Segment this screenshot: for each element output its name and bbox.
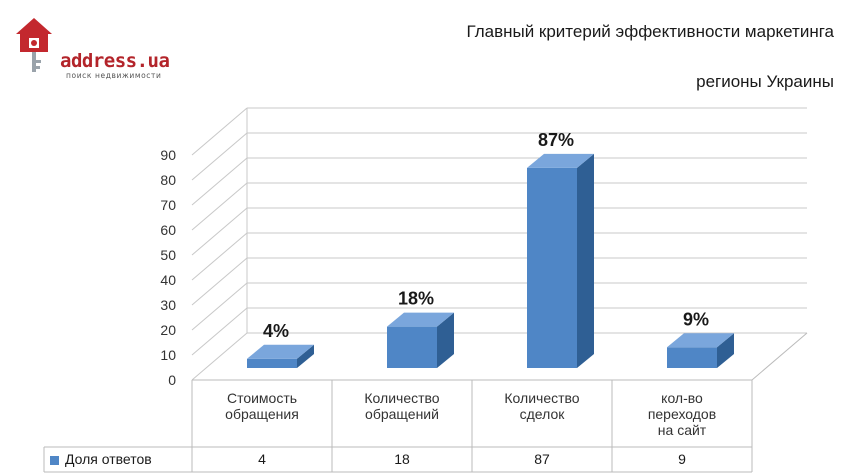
- table-value: 9: [678, 451, 686, 467]
- y-tick-label: 70: [160, 197, 176, 213]
- y-tick-label: 30: [160, 297, 176, 313]
- table-value: 18: [394, 451, 410, 467]
- gridline-side: [191, 307, 248, 356]
- y-tick-label: 90: [160, 147, 176, 163]
- bar-side: [437, 312, 454, 368]
- data-labels: 4% 18% 87% 9%: [263, 130, 709, 341]
- gridline-side: [191, 132, 248, 181]
- bar: [667, 333, 734, 368]
- bar-side: [577, 153, 594, 368]
- gridline-side: [191, 282, 248, 331]
- y-tick-label: 10: [160, 347, 176, 363]
- category-label-line: Стоимость: [226, 390, 298, 406]
- category-label-line: сделок: [519, 406, 565, 422]
- legend-entry: Доля ответов: [50, 451, 152, 467]
- y-tick-label: 50: [160, 247, 176, 263]
- category-label: Количество сделок: [472, 390, 612, 422]
- house-key-icon: [16, 18, 52, 72]
- table-value: 87: [534, 451, 550, 467]
- legend-swatch: [50, 455, 59, 465]
- data-label: 18%: [398, 289, 434, 309]
- category-label-line: Количество: [504, 390, 580, 406]
- gridline-side: [191, 207, 248, 256]
- gridline-side: [191, 157, 248, 206]
- category-label-line: кол-во: [661, 390, 703, 406]
- bar: [387, 312, 454, 368]
- gridline-side: [191, 257, 248, 306]
- data-label: 4%: [263, 321, 289, 341]
- y-tick-label: 60: [160, 222, 176, 238]
- bar: [247, 344, 314, 368]
- table-value: 4: [258, 451, 266, 467]
- chart-subtitle: регионы Украины: [696, 72, 834, 91]
- bar-front: [667, 347, 717, 368]
- logo-tagline: поиск недвижимости: [66, 71, 162, 80]
- gridline-side: [191, 182, 248, 231]
- chart-title: Главный критерий эффективности маркетинг…: [466, 22, 834, 41]
- y-tick-label: 20: [160, 322, 176, 338]
- bar-top: [247, 344, 314, 359]
- y-tick-label: 0: [168, 372, 176, 388]
- gridline-side: [191, 107, 248, 156]
- gridline-side: [191, 332, 248, 381]
- floor-right: [751, 332, 808, 381]
- category-label-line: переходов: [647, 406, 717, 422]
- category-label: Количество обращений: [332, 390, 472, 422]
- bar-top: [667, 333, 734, 348]
- legend-label: Доля ответов: [65, 451, 152, 467]
- bar-side: [717, 333, 734, 368]
- category-label-line: обращения: [225, 406, 299, 422]
- bar-top: [387, 312, 454, 327]
- bar-side: [297, 344, 314, 368]
- logo: address.ua поиск недвижимости: [12, 14, 172, 84]
- logo-text: address.ua: [60, 50, 170, 72]
- y-axis-labels: 0 10 20 30 40 50 60 70 80 90: [160, 147, 176, 388]
- gridline-side: [191, 232, 248, 281]
- y-tick-label: 80: [160, 172, 176, 188]
- bar-top: [527, 153, 594, 168]
- data-label: 87%: [538, 130, 574, 150]
- data-table-grid: [43, 380, 753, 473]
- category-label-line: обращений: [365, 406, 439, 422]
- bars: [247, 153, 734, 368]
- category-label: Стоимость обращения: [192, 390, 332, 422]
- bar-front: [247, 358, 297, 368]
- y-tick-label: 40: [160, 272, 176, 288]
- bar-front: [387, 326, 437, 368]
- bar-front: [527, 167, 577, 368]
- data-label: 9%: [683, 309, 709, 329]
- bar: [527, 153, 594, 368]
- category-label-line: на сайт: [657, 422, 707, 438]
- category-label-line: Количество: [364, 390, 440, 406]
- category-label: кол-во переходов на сайт: [612, 390, 752, 438]
